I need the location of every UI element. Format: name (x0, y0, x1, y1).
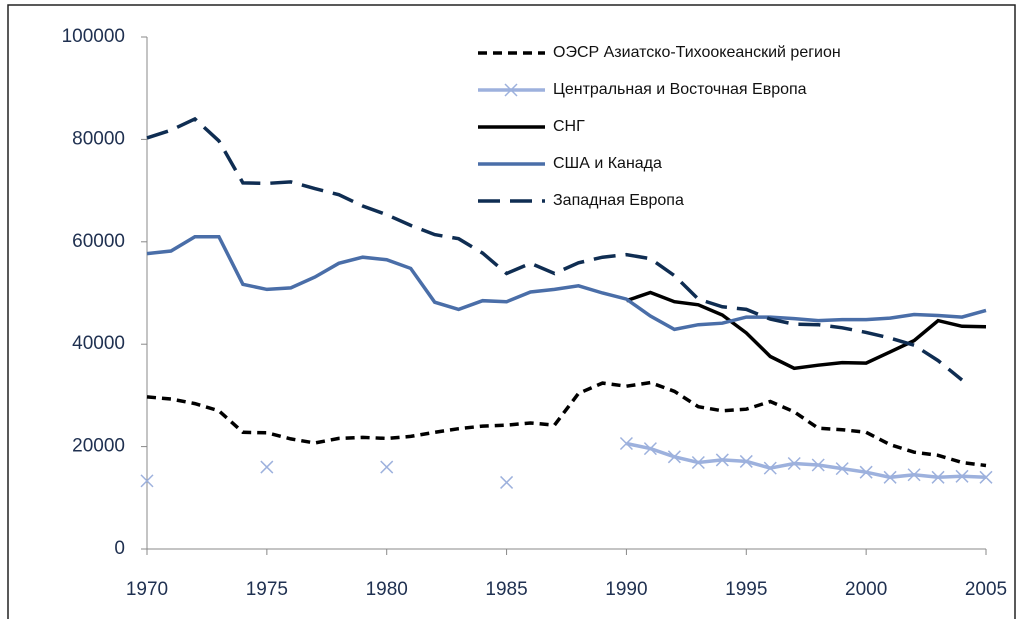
marker (955, 469, 969, 483)
series-line (625, 290, 987, 371)
series-line (626, 441, 987, 480)
y-tick-label: 0 (114, 538, 125, 559)
marker (907, 468, 921, 482)
marker (931, 470, 945, 484)
frame (7, 4, 1016, 624)
x-tick-label: 1970 (126, 579, 168, 600)
y-tick-label: 60000 (72, 231, 125, 252)
marker (979, 470, 993, 484)
legend-marker (504, 83, 518, 97)
marker (643, 442, 657, 456)
series-line (146, 116, 964, 382)
marker (260, 460, 274, 474)
marker (715, 453, 729, 467)
x-tick-label: 1975 (246, 579, 288, 600)
legend-label: Центральная и Восточная Европа (553, 81, 807, 98)
y-tick-label: 100000 (62, 26, 125, 47)
y-tick-label: 80000 (72, 128, 125, 149)
y-tick-label: 40000 (72, 333, 125, 354)
x-tick-label: 2000 (845, 579, 887, 600)
marker (739, 454, 753, 468)
marker (835, 462, 849, 476)
y-tick-label: 20000 (72, 436, 125, 457)
marker (667, 450, 681, 464)
marker (811, 458, 825, 472)
x-tick-label: 1980 (366, 579, 408, 600)
series-line (146, 380, 987, 468)
marker (763, 461, 777, 475)
marker (859, 465, 873, 479)
series-line (146, 234, 987, 332)
marker (140, 474, 154, 488)
x-tick-label: 1990 (605, 579, 647, 600)
marker (619, 436, 633, 451)
legend-label: Западная Европа (553, 192, 684, 209)
legend-label: СНГ (553, 118, 585, 135)
marker (500, 475, 514, 489)
marker (380, 460, 394, 474)
legend-label: ОЭСР Азиатско-Тихоокеанский регион (553, 44, 841, 61)
x-tick-label: 1985 (485, 579, 527, 600)
marker (691, 455, 705, 470)
x-tick-label: 2005 (965, 579, 1007, 600)
x-tick-label: 1995 (725, 579, 767, 600)
marker (883, 470, 897, 484)
legend-label: США и Канада (553, 155, 662, 172)
marker (787, 456, 801, 471)
